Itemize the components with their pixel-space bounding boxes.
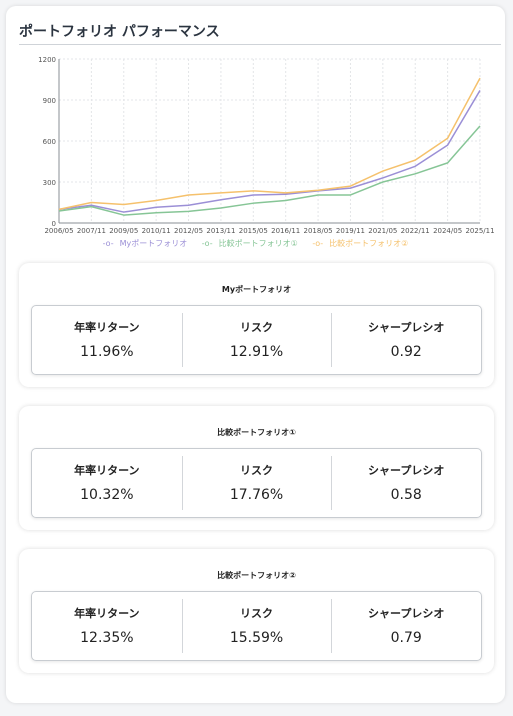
y-tick-label: 600	[43, 138, 56, 146]
metric-annual-return: 年率リターン 11.96%	[32, 306, 182, 374]
legend-item-compare-2[interactable]: -o- 比較ポートフォリオ②	[312, 239, 409, 248]
metric-label: シャープレシオ	[368, 607, 445, 620]
metrics-box: 年率リターン 11.96% リスク 12.91% シャープレシオ 0.92	[31, 305, 482, 375]
metric-label: シャープレシオ	[368, 464, 445, 477]
series-line-1	[58, 90, 481, 213]
metric-value: 17.76%	[229, 487, 284, 503]
metric-label: シャープレシオ	[368, 321, 445, 334]
x-tick-label: 2019/11	[336, 227, 365, 235]
panel-title: Myポートフォリオ	[221, 285, 292, 294]
metrics-panel-compare-1: 比較ポートフォリオ① 年率リターン 10.32% リスク 17.76% シャープ…	[19, 406, 494, 530]
metric-value: 12.35%	[80, 630, 134, 646]
page-title: ポートフォリオ パフォーマンス	[19, 24, 220, 40]
metric-label: 年率リターン	[74, 321, 140, 334]
x-tick-label: 2018/05	[304, 227, 333, 235]
metric-label: リスク	[240, 464, 273, 477]
y-tick-label: 0	[52, 220, 56, 228]
metric-sharpe-ratio: シャープレシオ 0.58	[331, 449, 481, 517]
metric-value: 0.58	[390, 487, 422, 503]
legend-item-compare-1[interactable]: -o- 比較ポートフォリオ①	[201, 239, 298, 248]
performance-line-chart: 0 300 600 900 1200 2006/05 2007/11 2009/05 2010/…	[38, 56, 494, 235]
metric-annual-return: 年率リターン 12.35%	[32, 592, 182, 660]
y-tick-label: 900	[43, 97, 56, 105]
y-tick-label: 1200	[38, 56, 56, 64]
panel-title: 比較ポートフォリオ①	[217, 428, 296, 437]
metric-value: 11.96%	[80, 344, 134, 360]
x-tick-label: 2006/05	[44, 227, 73, 235]
metric-value: 0.92	[390, 344, 422, 360]
metrics-panel-my: Myポートフォリオ 年率リターン 11.96% リスク 12.91% シャープレ…	[19, 263, 494, 387]
metric-risk: リスク 17.76%	[181, 449, 332, 517]
title-divider	[19, 44, 501, 45]
metric-value: 10.32%	[80, 487, 134, 503]
metric-label: 年率リターン	[74, 464, 140, 477]
x-tick-label: 2012/05	[174, 227, 203, 235]
metric-value: 15.59%	[229, 630, 284, 646]
metric-sharpe-ratio: シャープレシオ 0.79	[331, 592, 481, 660]
y-tick-label: 300	[43, 179, 56, 187]
x-tick-label: 2015/05	[239, 227, 268, 235]
metric-value: 0.79	[390, 630, 422, 646]
metrics-panel-compare-2: 比較ポートフォリオ② 年率リターン 12.35% リスク 15.59% シャープ…	[19, 549, 494, 673]
x-tick-label: 2007/11	[77, 227, 106, 235]
metric-sharpe-ratio: シャープレシオ 0.92	[331, 306, 481, 374]
x-tick-label: 2022/11	[401, 227, 430, 235]
metric-value: 12.91%	[229, 344, 284, 360]
metric-risk: リスク 15.59%	[181, 592, 332, 660]
portfolio-performance-card: ポートフォリオ パフォーマンス 0 300 600 900 1200 2006/05 200…	[6, 6, 505, 703]
legend-item-my[interactable]: -o- Myポートフォリオ	[102, 239, 188, 248]
x-tick-label: 2010/11	[142, 227, 171, 235]
metrics-box: 年率リターン 10.32% リスク 17.76% シャープレシオ 0.58	[31, 448, 482, 518]
x-tick-label: 2025/11	[465, 227, 494, 235]
metric-label: リスク	[240, 321, 273, 334]
x-tick-label: 2013/11	[206, 227, 235, 235]
x-tick-label: 2021/05	[368, 227, 397, 235]
metric-label: リスク	[240, 607, 273, 620]
x-tick-label: 2016/11	[271, 227, 300, 235]
series-line-3	[58, 77, 481, 211]
panel-title: 比較ポートフォリオ②	[217, 571, 296, 580]
metric-risk: リスク 12.91%	[181, 306, 332, 374]
metric-annual-return: 年率リターン 10.32%	[32, 449, 182, 517]
chart-legend: -o- Myポートフォリオ -o- 比較ポートフォリオ① -o- 比較ポートフォリオ②	[6, 238, 505, 249]
metric-label: 年率リターン	[74, 607, 140, 620]
series-line-2	[58, 125, 481, 216]
x-tick-label: 2009/05	[109, 227, 138, 235]
metrics-box: 年率リターン 12.35% リスク 15.59% シャープレシオ 0.79	[31, 591, 482, 661]
x-tick-label: 2024/05	[433, 227, 462, 235]
